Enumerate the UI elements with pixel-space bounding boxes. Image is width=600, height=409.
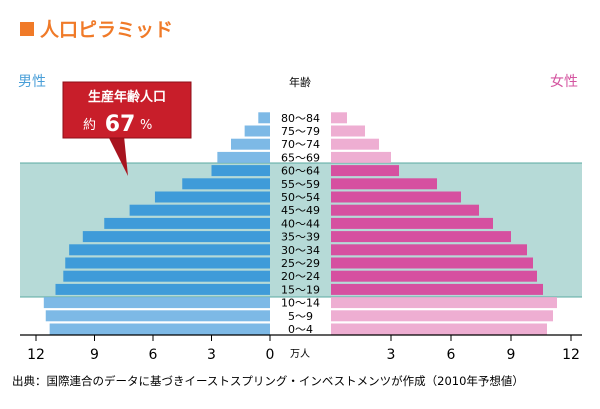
chart-title: 人口ピラミッド [40, 19, 173, 41]
male-bar-80～84 [258, 112, 270, 124]
age-label-40～44: 40～44 [281, 217, 320, 230]
female-bar-80～84 [331, 112, 347, 124]
male-bar-40～44 [104, 217, 270, 229]
age-label-5～9: 5～9 [288, 310, 313, 323]
age-label-50～54: 50～54 [281, 191, 320, 204]
age-label-10～14: 10～14 [281, 297, 320, 310]
female-bar-45～49 [331, 204, 479, 216]
callout-box [62, 81, 192, 139]
male-bar-45～49 [129, 204, 270, 216]
age-label-25～29: 25～29 [281, 257, 320, 270]
female-bar-20～24 [331, 270, 537, 282]
male-bar-70～74 [231, 138, 270, 150]
female-bar-50～54 [331, 191, 461, 203]
callout-suffix: % [140, 118, 152, 133]
female-bar-35～39 [331, 231, 511, 243]
female-bar-75～79 [331, 125, 365, 137]
x-tick-label-7: 9 [507, 347, 516, 363]
callout-pointer [108, 136, 128, 176]
age-labels-group: 0～45～910～1415～1920～2425～2930～3435～3940～4… [281, 112, 320, 336]
age-label-15～19: 15～19 [281, 283, 320, 296]
callout-value: 67 [105, 112, 136, 137]
callout-line1: 生産年齢人口 [88, 89, 166, 105]
female-bar-55～59 [331, 178, 437, 190]
x-tick-label-8: 12 [562, 347, 580, 363]
female-bar-0～4 [331, 323, 547, 335]
age-label-20～24: 20～24 [281, 270, 320, 283]
female-bar-60～64 [331, 165, 399, 177]
callout-prefix: 約 [83, 118, 96, 133]
age-label-30～34: 30～34 [281, 244, 320, 257]
x-tick-label-5: 3 [387, 347, 396, 363]
age-label-70～74: 70～74 [281, 138, 320, 151]
x-tick-label-4: 0 [266, 347, 275, 363]
age-header: 年齢 [289, 75, 311, 89]
age-label-45～49: 45～49 [281, 204, 320, 217]
age-label-60～64: 60～64 [281, 165, 320, 178]
female-bar-25～29 [331, 257, 533, 269]
female-label: 女性 [550, 73, 578, 90]
bars-group [43, 112, 557, 335]
male-bar-0～4 [49, 323, 271, 335]
x-tick-label-2: 6 [149, 347, 158, 363]
male-bar-60～64 [211, 165, 270, 177]
x-tick-label-1: 9 [90, 347, 99, 363]
male-bar-50～54 [154, 191, 270, 203]
age-label-80～84: 80～84 [281, 112, 320, 125]
female-bar-15～19 [331, 283, 543, 295]
callout: 生産年齢人口 約 67 % [62, 81, 192, 176]
x-tick-label-6: 6 [447, 347, 456, 363]
female-bar-40～44 [331, 217, 493, 229]
male-bar-75～79 [244, 125, 270, 137]
title-square-icon [20, 22, 34, 36]
male-bar-30～34 [69, 244, 271, 256]
age-label-65～69: 65～69 [281, 151, 320, 164]
x-ticks-group: 12 9 6 3 0 3 6 9 12 [27, 335, 580, 363]
male-bar-25～29 [65, 257, 270, 269]
female-bar-65～69 [331, 151, 391, 163]
female-bar-5～9 [331, 310, 553, 322]
male-bar-15～19 [55, 283, 270, 295]
male-bar-10～14 [43, 297, 270, 309]
female-bar-30～34 [331, 244, 527, 256]
x-tick-label-0: 12 [27, 347, 45, 363]
female-bar-10～14 [331, 297, 557, 309]
male-bar-5～9 [45, 310, 270, 322]
female-bar-70～74 [331, 138, 379, 150]
age-label-75～79: 75～79 [281, 125, 320, 138]
male-bar-35～39 [82, 231, 270, 243]
age-label-35～39: 35～39 [281, 231, 320, 244]
x-tick-label-3: 3 [207, 347, 216, 363]
unit-label: 万人 [290, 348, 310, 360]
male-bar-20～24 [63, 270, 270, 282]
age-label-0～4: 0～4 [288, 323, 313, 336]
male-bar-65～69 [217, 151, 270, 163]
male-label: 男性 [18, 74, 46, 90]
source-note: 出典：国際連合のデータに基づきイーストスプリング・インベストメンツが作成（201… [12, 374, 524, 388]
age-label-55～59: 55～59 [281, 178, 320, 191]
male-bar-55～59 [182, 178, 270, 190]
